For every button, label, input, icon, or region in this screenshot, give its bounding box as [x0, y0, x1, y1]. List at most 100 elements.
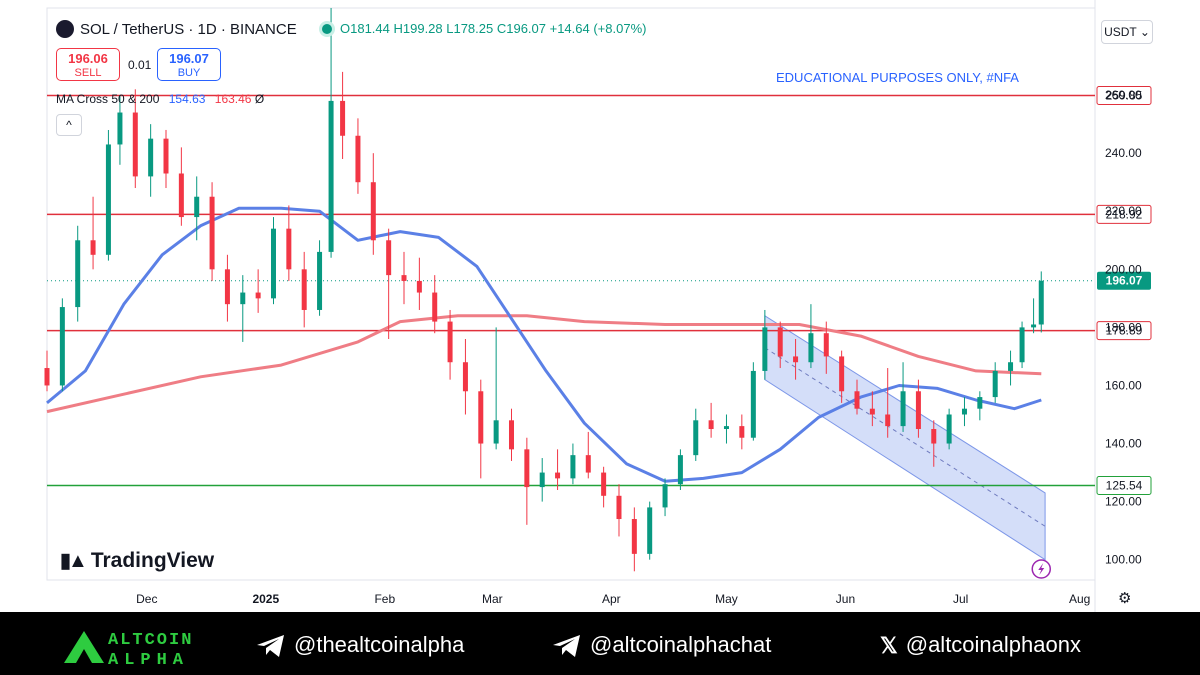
- buy-label: BUY: [177, 67, 201, 79]
- sell-price: 196.06: [68, 51, 108, 66]
- candle-body: [462, 362, 468, 392]
- collapse-legend-button[interactable]: ^: [56, 114, 82, 136]
- candle-body: [1019, 327, 1025, 363]
- candle-body: [839, 356, 845, 392]
- y-tick-label: 100.00: [1105, 553, 1142, 567]
- candle-body: [539, 472, 545, 488]
- gear-icon[interactable]: ⚙: [1118, 590, 1132, 607]
- candle-body: [739, 426, 745, 438]
- candle-body: [977, 397, 983, 409]
- indicator-name: MA Cross 50 & 200: [56, 92, 160, 106]
- resistance-label: 218.92: [1106, 207, 1143, 221]
- candle-body: [301, 269, 307, 310]
- indicator-legend[interactable]: MA Cross 50 & 200 154.63 163.46 Ø: [56, 92, 264, 106]
- candle-body: [90, 240, 96, 255]
- x-tick-label: Jun: [836, 592, 855, 606]
- candle-body: [601, 472, 607, 496]
- telegram-channel-handle: @thealtcoinalpha: [294, 632, 465, 657]
- x-tick-label: Feb: [374, 592, 395, 606]
- candle-body: [286, 228, 292, 270]
- candle-body: [59, 307, 65, 386]
- y-tick-label: 140.00: [1105, 437, 1142, 451]
- y-tick-label: 240.00: [1105, 146, 1142, 160]
- candle-body: [75, 240, 81, 308]
- x-tick-label: Apr: [602, 592, 621, 606]
- candle-body: [117, 112, 123, 145]
- candle-body: [662, 484, 668, 508]
- candle-body: [340, 100, 346, 136]
- candle-body: [777, 327, 783, 357]
- tradingview-logo[interactable]: ▮▲ TradingView: [60, 548, 214, 573]
- candle-body: [432, 292, 438, 322]
- candle-body: [992, 370, 998, 398]
- currency-selector[interactable]: USDT ⌄: [1101, 20, 1153, 44]
- candle-body: [723, 426, 729, 430]
- candle-body: [555, 472, 561, 479]
- footer-bar: [0, 612, 1200, 675]
- candle-body: [355, 135, 361, 183]
- candle-body: [647, 507, 653, 554]
- candle-body: [885, 414, 891, 427]
- tradingview-wordmark: TradingView: [90, 549, 215, 572]
- candle-body: [524, 449, 530, 488]
- candle-body: [317, 251, 323, 310]
- candle-body: [900, 391, 906, 427]
- candle-body: [416, 280, 422, 293]
- candle-body: [677, 455, 683, 485]
- y-tick-label: 200.00: [1105, 262, 1142, 276]
- candle-body: [508, 420, 514, 450]
- symbol-title[interactable]: SOL / TetherUS · 1D · BINANCE: [80, 21, 297, 38]
- candle-body: [708, 420, 714, 430]
- candle-body: [270, 228, 276, 299]
- candle-body: [823, 333, 829, 357]
- candle-body: [808, 333, 814, 363]
- telegram-icon: [553, 635, 580, 658]
- buy-button[interactable]: 196.07 BUY: [157, 48, 221, 81]
- telegram-chat-link[interactable]: @altcoinalphachat: [552, 632, 771, 659]
- market-open-icon: [322, 24, 332, 34]
- resistance-label: 178.89: [1106, 324, 1143, 338]
- candle-body: [132, 112, 138, 177]
- candle-body: [693, 420, 699, 456]
- logo-line-1: ALTCOIN: [108, 631, 193, 650]
- sell-button[interactable]: 196.06 SELL: [56, 48, 120, 81]
- y-tick-label: 260.00: [1105, 88, 1142, 102]
- resistance-label-box: [1096, 86, 1152, 106]
- x-tick-label: Dec: [136, 592, 157, 606]
- buy-price: 196.07: [169, 51, 209, 66]
- x-profile-link[interactable]: 𝕏 @altcoinalphaonx: [880, 632, 1081, 659]
- candle-body: [1031, 324, 1037, 328]
- tradingview-logo-icon: ▮▲: [60, 550, 88, 572]
- y-tick-label: 220.00: [1105, 204, 1142, 218]
- sell-label: SELL: [74, 67, 102, 79]
- indicator-symbol: Ø: [254, 92, 265, 106]
- x-logo-icon: 𝕏: [880, 633, 898, 659]
- ohlc-readout: O181.44 H199.28 L178.25 C196.07 +14.64 (…: [340, 21, 647, 36]
- candle-body: [493, 420, 499, 444]
- candle-body: [931, 429, 937, 444]
- candle-body: [631, 519, 637, 554]
- candle-body: [194, 196, 200, 218]
- candle-body: [961, 408, 967, 415]
- candle-body: [478, 391, 484, 444]
- ma200-value: 163.46: [214, 92, 252, 106]
- resistance-label-box: [1096, 204, 1152, 224]
- candle-body: [585, 455, 591, 473]
- candle-body: [148, 138, 154, 177]
- resistance-label-box: [1096, 321, 1152, 341]
- plot-area: [46, 7, 1096, 581]
- altcoin-alpha-logo: ALTCOIN ALPHA: [64, 631, 193, 667]
- candle-body: [224, 269, 230, 305]
- candle-body: [370, 182, 376, 241]
- x-handle: @altcoinalphaonx: [905, 632, 1081, 657]
- x-tick-label: 2025: [252, 592, 279, 606]
- currency-label: USDT: [1104, 25, 1137, 39]
- lightning-icon: [1038, 563, 1045, 575]
- candle-body: [793, 356, 799, 363]
- telegram-channel-link[interactable]: @thealtcoinalpha: [256, 632, 464, 659]
- candle-body: [869, 408, 875, 415]
- last-price-tag: [1097, 271, 1151, 290]
- ma50-value: 154.63: [168, 92, 206, 106]
